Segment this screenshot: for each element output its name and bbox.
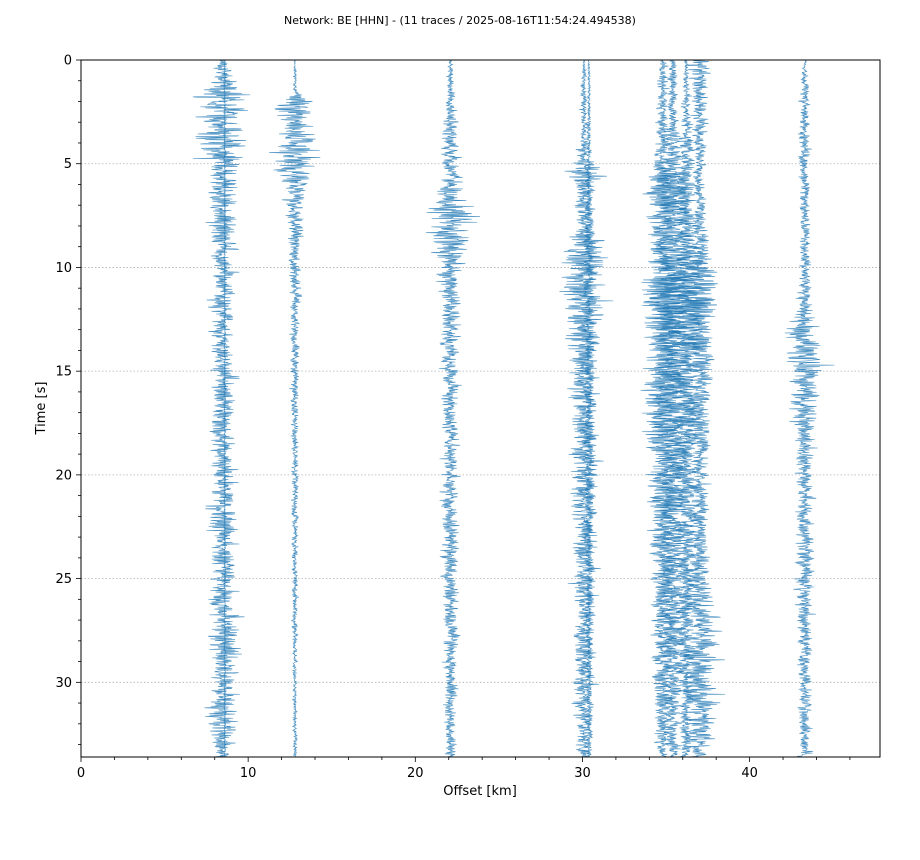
plot-area-frame [80,59,881,758]
x-tick-label: 10 [240,766,257,781]
y-axis-ticks: 0 5 10 15 20 25 30 [55,54,81,745]
x-tick-label: 0 [77,766,85,781]
x-tick-label: 40 [741,766,758,781]
seismic-trace-8 [654,59,716,758]
traces [192,59,835,758]
x-tick-label: 20 [407,766,424,781]
y-tick-label: 25 [55,572,72,587]
y-tick-label: 5 [64,157,72,172]
y-tick-label: 10 [55,261,72,276]
y-tick-label: 30 [55,676,72,691]
seismic-trace-11 [222,59,227,758]
seismic-trace-9 [673,59,726,758]
y-axis-label: Time [s] [34,382,49,436]
x-tick-label: 30 [574,766,591,781]
seismic-trace-3 [425,59,481,758]
seismic-trace-10 [784,59,835,758]
chart-title: Network: BE [HHN] - (11 traces / 2025-08… [284,14,636,27]
y-tick-label: 0 [64,54,72,69]
grid-lines [81,163,880,683]
seismic-trace-4 [559,59,614,758]
y-tick-label: 15 [55,365,72,380]
x-axis-ticks: 0 10 20 30 40 [77,757,851,781]
seismic-trace-2 [269,59,321,758]
x-axis-label: Offset [km] [443,784,517,799]
seismic-trace-5 [581,59,598,758]
seismic-trace-7 [644,59,704,758]
y-tick-label: 20 [55,468,72,483]
seismic-trace-1 [192,59,251,758]
